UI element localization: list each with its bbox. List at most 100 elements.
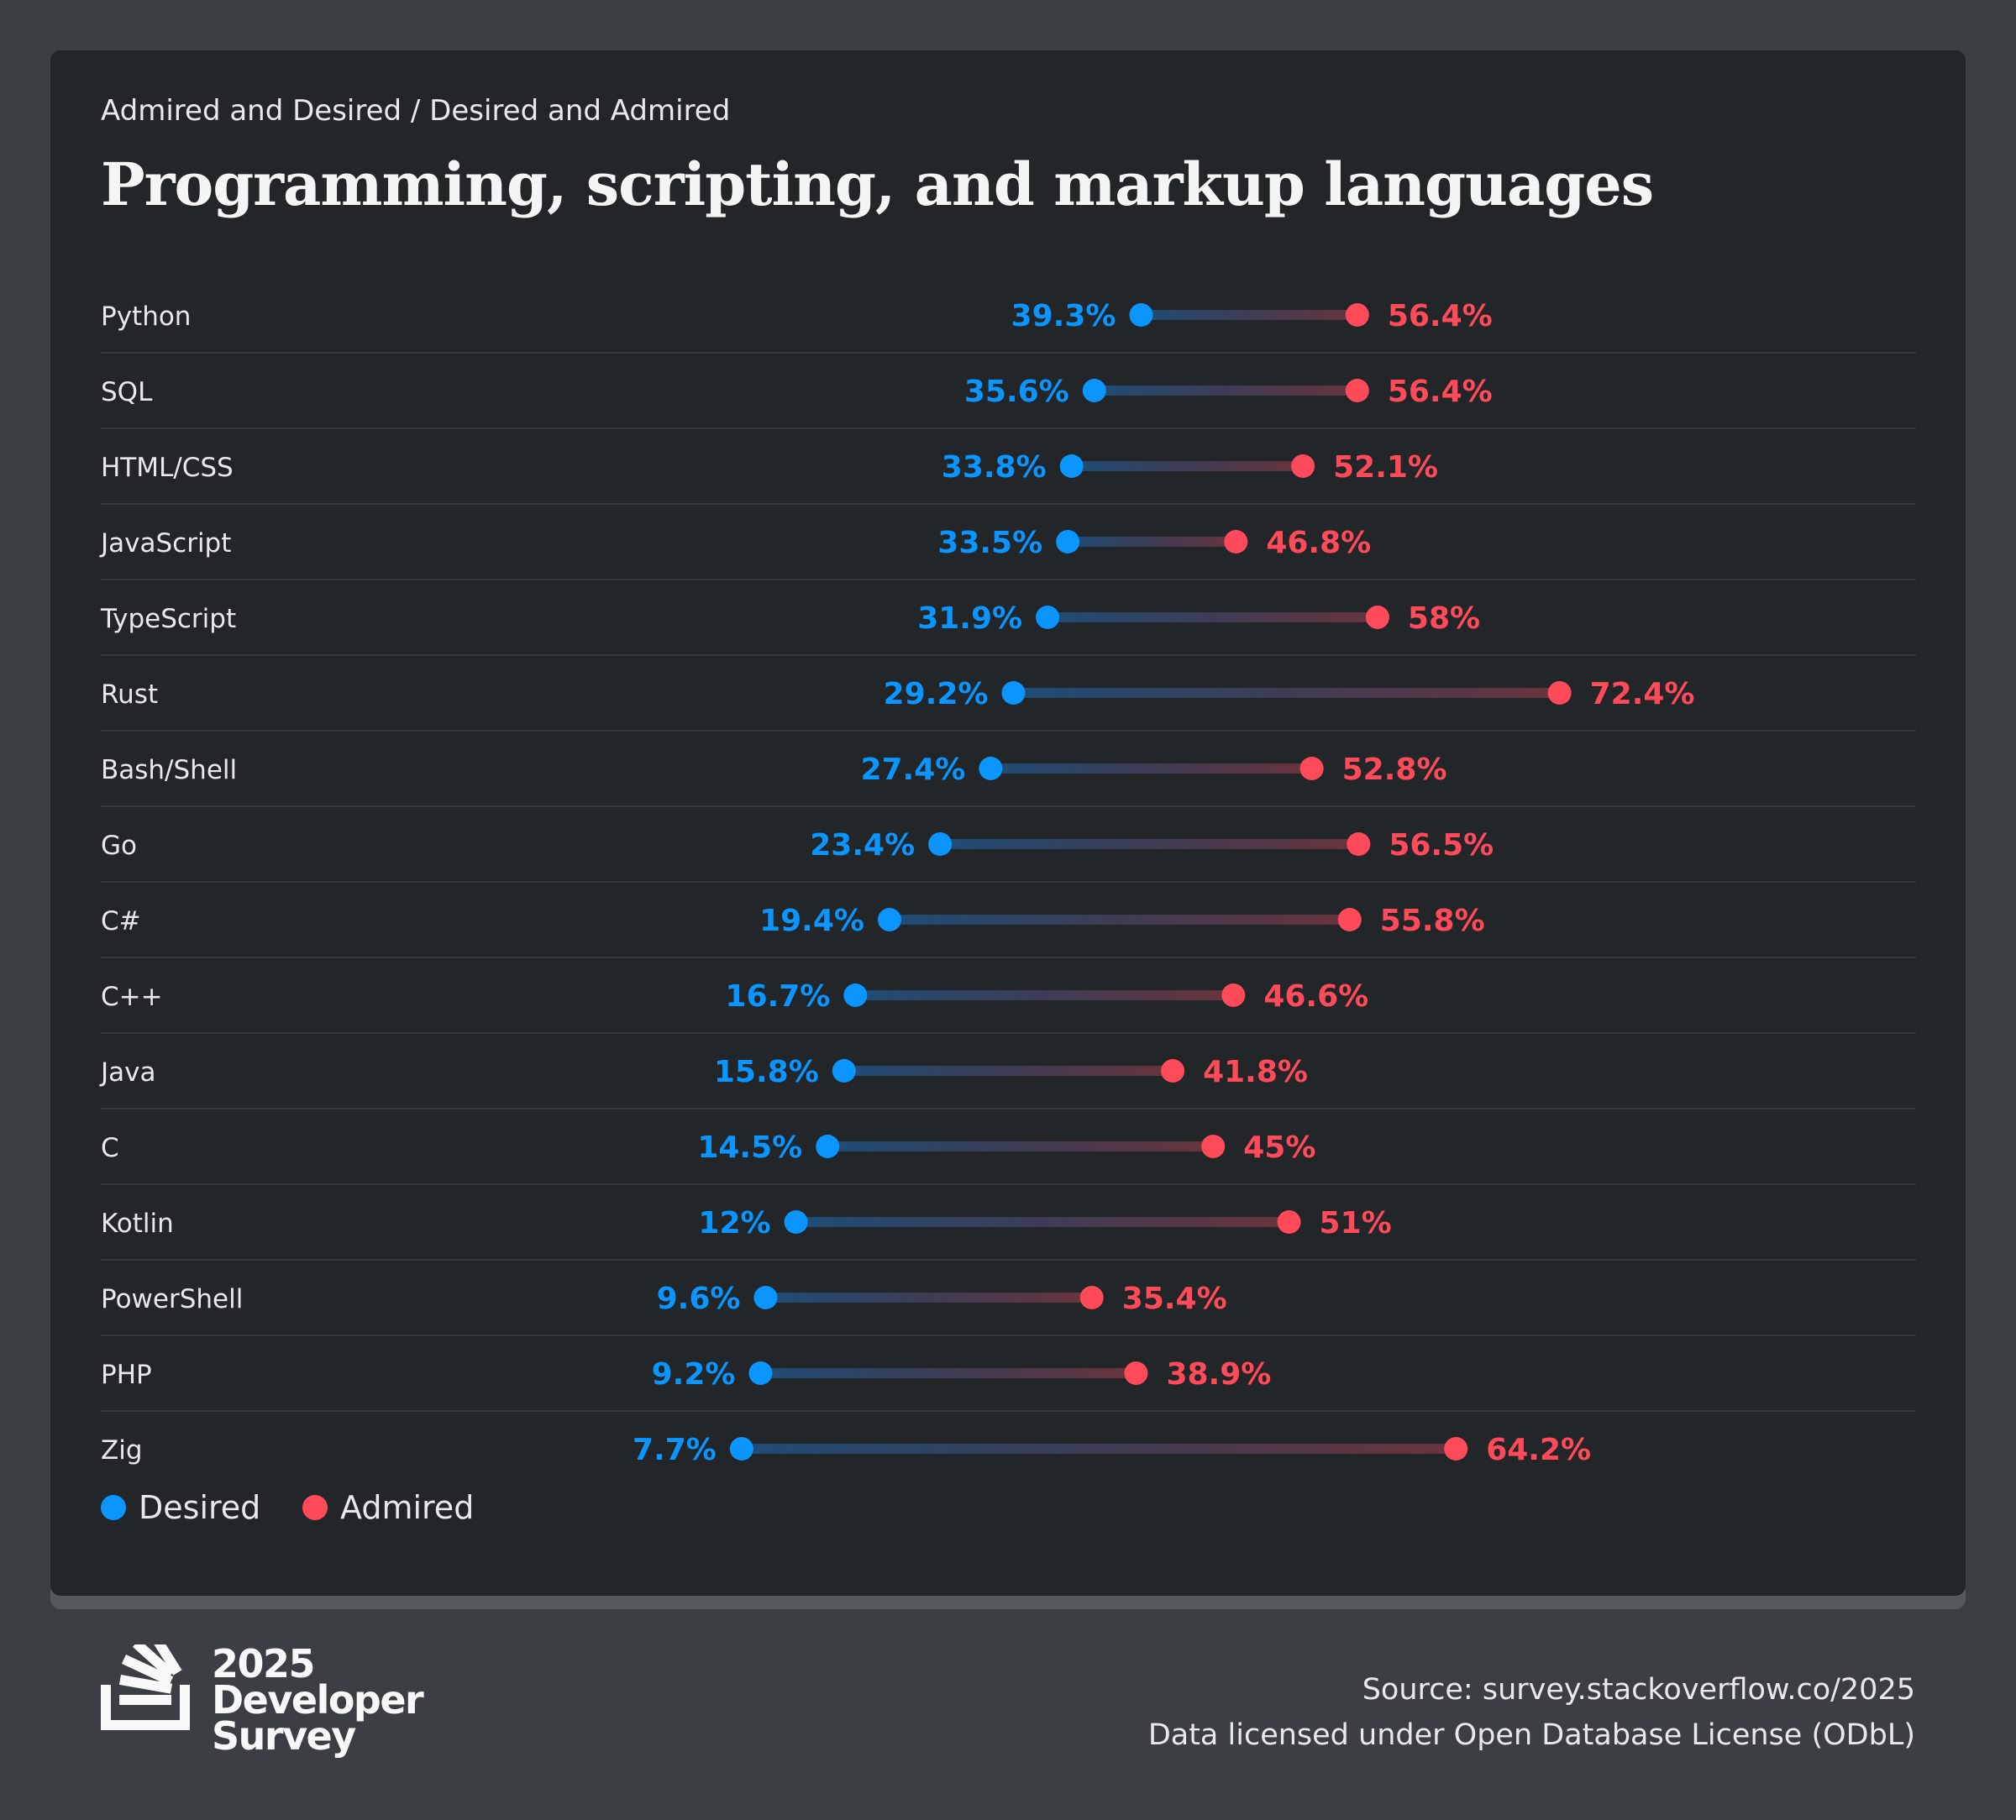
admired-dot bbox=[1079, 1286, 1104, 1309]
admired-dot bbox=[1299, 757, 1324, 780]
desired-value-label: 23.4% bbox=[810, 828, 915, 863]
legend-desired-label: Desired bbox=[139, 1489, 260, 1526]
admired-value-label: 64.2% bbox=[1486, 1433, 1591, 1467]
desired-value-label: 9.6% bbox=[657, 1282, 741, 1316]
range-bar bbox=[1094, 386, 1357, 396]
desired-value-label: 7.7% bbox=[633, 1433, 717, 1467]
range-bar bbox=[990, 763, 1312, 774]
admired-dot bbox=[1365, 606, 1389, 629]
desired-dot bbox=[748, 1361, 773, 1385]
legend-admired-marker bbox=[302, 1495, 328, 1520]
desired-value-label: 15.8% bbox=[714, 1055, 819, 1089]
category-label: C++ bbox=[101, 982, 163, 1012]
desired-dot bbox=[1129, 303, 1153, 327]
logo-word-survey: Survey bbox=[212, 1713, 356, 1759]
source-link[interactable]: Source: survey.stackoverflow.co/2025 bbox=[1362, 1673, 1915, 1707]
range-bar bbox=[760, 1368, 1137, 1378]
range-bar bbox=[1141, 310, 1357, 320]
range-bar bbox=[765, 1293, 1092, 1303]
legend: Desired Admired bbox=[101, 1489, 474, 1526]
category-label: Python bbox=[101, 302, 191, 332]
stack-overflow-logo-icon bbox=[101, 1644, 190, 1730]
range-bar bbox=[843, 1066, 1173, 1076]
range-bar bbox=[1013, 688, 1560, 698]
desired-dot bbox=[843, 983, 868, 1007]
desired-value-label: 16.7% bbox=[725, 979, 830, 1014]
desired-value-label: 29.2% bbox=[884, 677, 989, 711]
range-bar bbox=[1047, 612, 1378, 622]
category-label: PowerShell bbox=[101, 1284, 243, 1314]
admired-value-label: 56.5% bbox=[1389, 828, 1494, 863]
desired-value-label: 31.9% bbox=[917, 601, 1022, 636]
admired-value-label: 52.8% bbox=[1342, 753, 1447, 787]
category-label: TypeScript bbox=[100, 604, 236, 634]
admired-value-label: 35.4% bbox=[1122, 1282, 1227, 1316]
category-label: HTML/CSS bbox=[101, 453, 234, 483]
logo-year: 2025 bbox=[212, 1641, 316, 1686]
category-label: Bash/Shell bbox=[101, 755, 237, 785]
admired-value-label: 72.4% bbox=[1590, 677, 1695, 711]
range-bar bbox=[855, 990, 1234, 1000]
admired-value-label: 41.8% bbox=[1203, 1055, 1308, 1089]
logo-word-developer: Developer bbox=[212, 1677, 424, 1723]
survey-logo-text: 2025 Developer Survey bbox=[212, 1641, 424, 1759]
category-label: Go bbox=[101, 831, 137, 861]
admired-value-label: 46.8% bbox=[1266, 526, 1371, 560]
admired-value-label: 46.6% bbox=[1263, 979, 1368, 1014]
admired-value-label: 56.4% bbox=[1388, 375, 1493, 409]
admired-dot bbox=[1337, 908, 1362, 931]
admired-dot bbox=[1291, 454, 1315, 478]
desired-value-label: 9.2% bbox=[652, 1357, 736, 1392]
legend-admired-label: Admired bbox=[340, 1489, 474, 1526]
license-text: Data licensed under Open Database Licens… bbox=[1147, 1718, 1915, 1752]
range-bar bbox=[827, 1141, 1214, 1151]
category-label: Rust bbox=[101, 679, 158, 710]
desired-dot bbox=[1056, 530, 1080, 553]
desired-dot bbox=[784, 1210, 808, 1234]
desired-dot bbox=[832, 1059, 856, 1083]
desired-dot bbox=[1059, 454, 1084, 478]
admired-dot bbox=[1547, 681, 1572, 705]
desired-dot bbox=[877, 908, 901, 931]
desired-value-label: 33.8% bbox=[942, 450, 1047, 485]
range-bar bbox=[940, 839, 1359, 849]
category-label: Zig bbox=[101, 1435, 143, 1466]
admired-value-label: 58% bbox=[1408, 601, 1480, 636]
range-bar bbox=[741, 1444, 1457, 1454]
chart-title: Programming, scripting, and markup langu… bbox=[101, 149, 1654, 219]
desired-dot bbox=[816, 1135, 840, 1158]
admired-dot bbox=[1161, 1059, 1185, 1083]
admired-value-label: 52.1% bbox=[1333, 450, 1438, 485]
admired-dot bbox=[1444, 1437, 1468, 1461]
chart-card bbox=[50, 50, 1966, 1596]
desired-dot bbox=[979, 757, 1003, 780]
category-label: PHP bbox=[101, 1360, 152, 1390]
admired-value-label: 38.9% bbox=[1166, 1357, 1271, 1392]
range-bar bbox=[1068, 537, 1236, 547]
desired-dot bbox=[753, 1286, 778, 1309]
category-label: C# bbox=[101, 906, 141, 936]
admired-dot bbox=[1221, 983, 1246, 1007]
chart-subtitle: Admired and Desired / Desired and Admire… bbox=[101, 94, 731, 128]
desired-value-label: 14.5% bbox=[697, 1130, 802, 1165]
range-bar bbox=[795, 1217, 1289, 1227]
desired-value-label: 39.3% bbox=[1011, 299, 1116, 333]
admired-dot bbox=[1201, 1135, 1226, 1158]
admired-dot bbox=[1345, 303, 1369, 327]
footer-source: Source: survey.stackoverflow.co/2025 Dat… bbox=[1148, 1667, 1915, 1758]
admired-value-label: 45% bbox=[1243, 1130, 1315, 1165]
admired-dot bbox=[1124, 1361, 1148, 1385]
legend-desired-marker bbox=[101, 1495, 126, 1520]
desired-value-label: 27.4% bbox=[860, 753, 965, 787]
desired-dot bbox=[729, 1437, 753, 1461]
category-label: Java bbox=[99, 1057, 155, 1088]
desired-value-label: 12% bbox=[698, 1206, 770, 1240]
category-label: SQL bbox=[101, 377, 153, 407]
category-label: Kotlin bbox=[101, 1209, 174, 1239]
desired-dot bbox=[1082, 379, 1106, 402]
range-bar bbox=[889, 915, 1350, 925]
admired-dot bbox=[1277, 1210, 1301, 1234]
category-label: JavaScript bbox=[99, 528, 231, 559]
admired-dot bbox=[1345, 379, 1369, 402]
admired-value-label: 56.4% bbox=[1388, 299, 1493, 333]
